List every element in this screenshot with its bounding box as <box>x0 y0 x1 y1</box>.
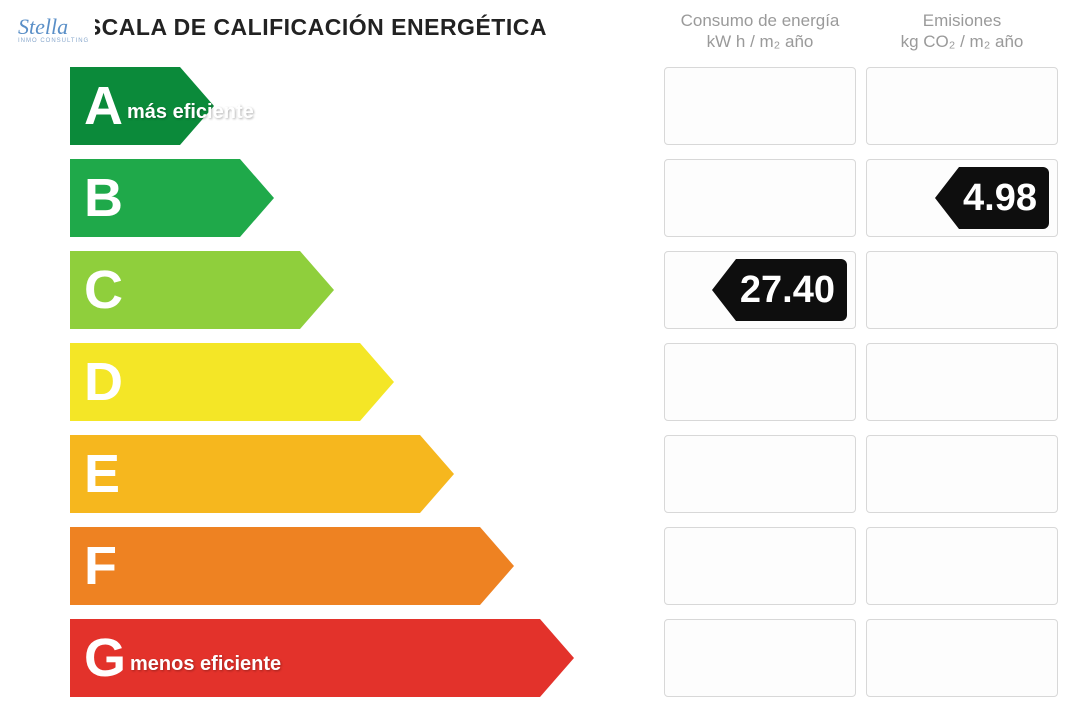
rating-arrow-c: C <box>70 251 334 329</box>
emissions-cell-b: 4.98 <box>866 159 1058 237</box>
rating-arrow-body: Amás eficiente <box>70 67 180 145</box>
emissions-cell-e <box>866 435 1058 513</box>
rating-sublabel: más eficiente <box>127 101 254 124</box>
rating-arrow-body: B <box>70 159 240 237</box>
rating-arrow-e: E <box>70 435 454 513</box>
arrow-tip-icon <box>480 527 514 605</box>
header-row: ESCALA DE CALIFICACIÓN ENERGÉTICA Consum… <box>0 0 1082 53</box>
arrow-cell: D <box>70 343 654 421</box>
rating-row-e: E <box>70 435 1058 513</box>
arrow-tip-icon <box>540 619 574 697</box>
value-tag-tip-icon <box>712 259 736 321</box>
rating-arrow-g: Gmenos eficiente <box>70 619 574 697</box>
page-title: ESCALA DE CALIFICACIÓN ENERGÉTICA <box>70 10 654 41</box>
energy-cell-e <box>664 435 856 513</box>
column-header-energy-line2: kW h / m₂ año <box>664 31 856 52</box>
emissions-cell-a <box>866 67 1058 145</box>
rating-arrow-body: C <box>70 251 300 329</box>
energy-cell-c: 27.40 <box>664 251 856 329</box>
rating-arrow-b: B <box>70 159 274 237</box>
rating-sublabel: menos eficiente <box>130 653 281 676</box>
rating-arrow-body: F <box>70 527 480 605</box>
rating-letter: F <box>84 527 117 605</box>
rating-letter: B <box>84 159 123 237</box>
rating-arrow-body: Gmenos eficiente <box>70 619 540 697</box>
rating-arrow-a: Amás eficiente <box>70 67 214 145</box>
energy-cell-a <box>664 67 856 145</box>
rating-letter: E <box>84 435 120 513</box>
energy-value-tag: 27.40 <box>712 259 847 321</box>
rating-arrow-body: D <box>70 343 360 421</box>
arrow-tip-icon <box>300 251 334 329</box>
rating-row-d: D <box>70 343 1058 421</box>
rating-arrow-body: E <box>70 435 420 513</box>
arrow-cell: B <box>70 159 654 237</box>
energy-cell-f <box>664 527 856 605</box>
arrow-tip-icon <box>360 343 394 421</box>
logo: Stella INMO CONSULTING <box>12 12 95 48</box>
emissions-cell-d <box>866 343 1058 421</box>
rating-row-g: Gmenos eficiente <box>70 619 1058 697</box>
value-tag-tip-icon <box>935 167 959 229</box>
rating-row-f: F <box>70 527 1058 605</box>
logo-subtext: INMO CONSULTING <box>18 38 89 44</box>
column-header-energy: Consumo de energía kW h / m₂ año <box>664 10 856 53</box>
emissions-value-tag: 4.98 <box>935 167 1049 229</box>
rating-arrow-f: F <box>70 527 514 605</box>
rating-row-b: B 4.98 <box>70 159 1058 237</box>
column-header-emissions-line1: Emisiones <box>866 10 1058 31</box>
arrow-cell: E <box>70 435 654 513</box>
arrow-tip-icon <box>420 435 454 513</box>
rating-row-c: C 27.40 <box>70 251 1058 329</box>
emissions-value: 4.98 <box>959 167 1049 229</box>
energy-cell-g <box>664 619 856 697</box>
emissions-cell-g <box>866 619 1058 697</box>
rating-row-a: Amás eficiente <box>70 67 1058 145</box>
rating-arrow-d: D <box>70 343 394 421</box>
arrow-cell: Amás eficiente <box>70 67 654 145</box>
rating-letter: G <box>84 619 126 697</box>
column-header-emissions-line2: kg CO₂ / m₂ año <box>866 31 1058 52</box>
arrow-tip-icon <box>240 159 274 237</box>
arrow-cell: F <box>70 527 654 605</box>
emissions-cell-f <box>866 527 1058 605</box>
energy-cell-b <box>664 159 856 237</box>
rating-letter: C <box>84 251 123 329</box>
rating-letter: D <box>84 343 123 421</box>
rating-rows: Amás eficienteB4.98C27.40DEFGmenos efici… <box>0 53 1082 697</box>
arrow-cell: C <box>70 251 654 329</box>
rating-letter: A <box>84 67 123 145</box>
energy-value: 27.40 <box>736 259 847 321</box>
column-header-emissions: Emisiones kg CO₂ / m₂ año <box>866 10 1058 53</box>
energy-cell-d <box>664 343 856 421</box>
column-header-energy-line1: Consumo de energía <box>664 10 856 31</box>
logo-text: Stella <box>18 14 68 39</box>
arrow-cell: Gmenos eficiente <box>70 619 654 697</box>
emissions-cell-c <box>866 251 1058 329</box>
